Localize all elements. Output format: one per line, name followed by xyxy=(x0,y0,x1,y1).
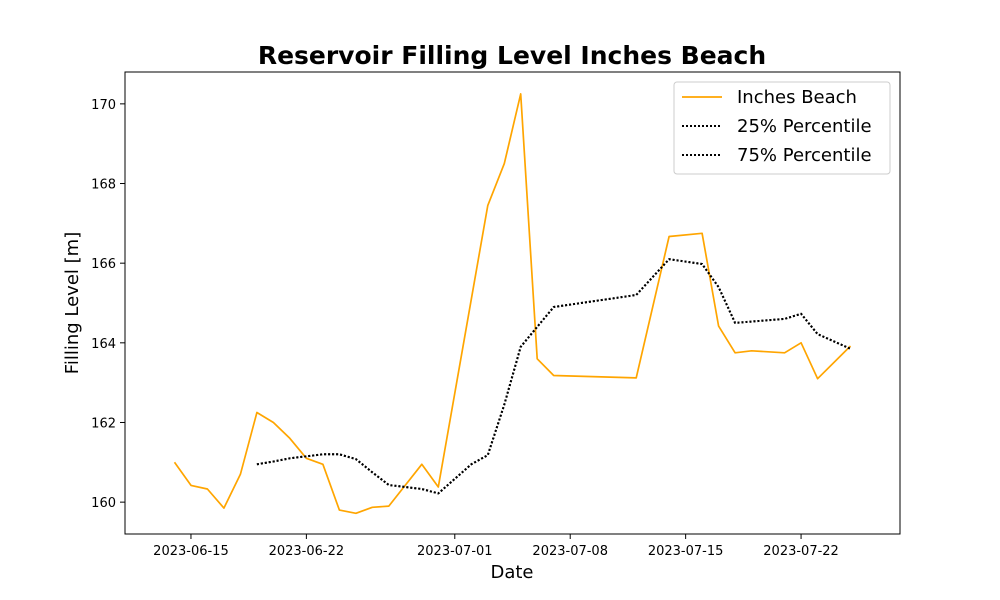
y-tick-label: 166 xyxy=(91,257,116,272)
y-axis-label: Filling Level [m] xyxy=(62,232,83,374)
chart-title: Reservoir Filling Level Inches Beach xyxy=(258,41,766,70)
x-axis-label: Date xyxy=(490,562,533,583)
x-tick-label: 2023-07-01 xyxy=(417,544,493,559)
series-line-2 xyxy=(256,258,851,495)
x-tick-label: 2023-07-08 xyxy=(532,544,608,559)
legend: Inches Beach 25% Percentile 75% Percentile xyxy=(673,81,891,175)
legend-label-2: 75% Percentile xyxy=(737,145,872,166)
x-tick-label: 2023-07-22 xyxy=(763,544,839,559)
y-tick-label: 162 xyxy=(91,416,116,431)
y-axis: 160 162 164 166 168 170 xyxy=(91,98,125,511)
legend-label-1: 25% Percentile xyxy=(737,116,872,137)
legend-frame xyxy=(673,81,891,175)
series-line-0 xyxy=(173,93,852,515)
legend-label-0: Inches Beach xyxy=(737,87,857,108)
plot-area xyxy=(173,93,852,515)
y-tick-label: 168 xyxy=(91,178,116,193)
y-tick-label: 170 xyxy=(91,98,116,113)
x-tick-label: 2023-07-15 xyxy=(648,544,724,559)
plot-frame xyxy=(124,71,901,535)
x-tick-label: 2023-06-22 xyxy=(269,544,345,559)
y-tick-label: 164 xyxy=(91,337,116,352)
y-tick-label: 160 xyxy=(91,496,116,511)
x-tick-label: 2023-06-15 xyxy=(153,544,229,559)
x-axis: 2023-06-15 2023-06-22 2023-07-01 2023-07-08… xyxy=(153,534,839,559)
